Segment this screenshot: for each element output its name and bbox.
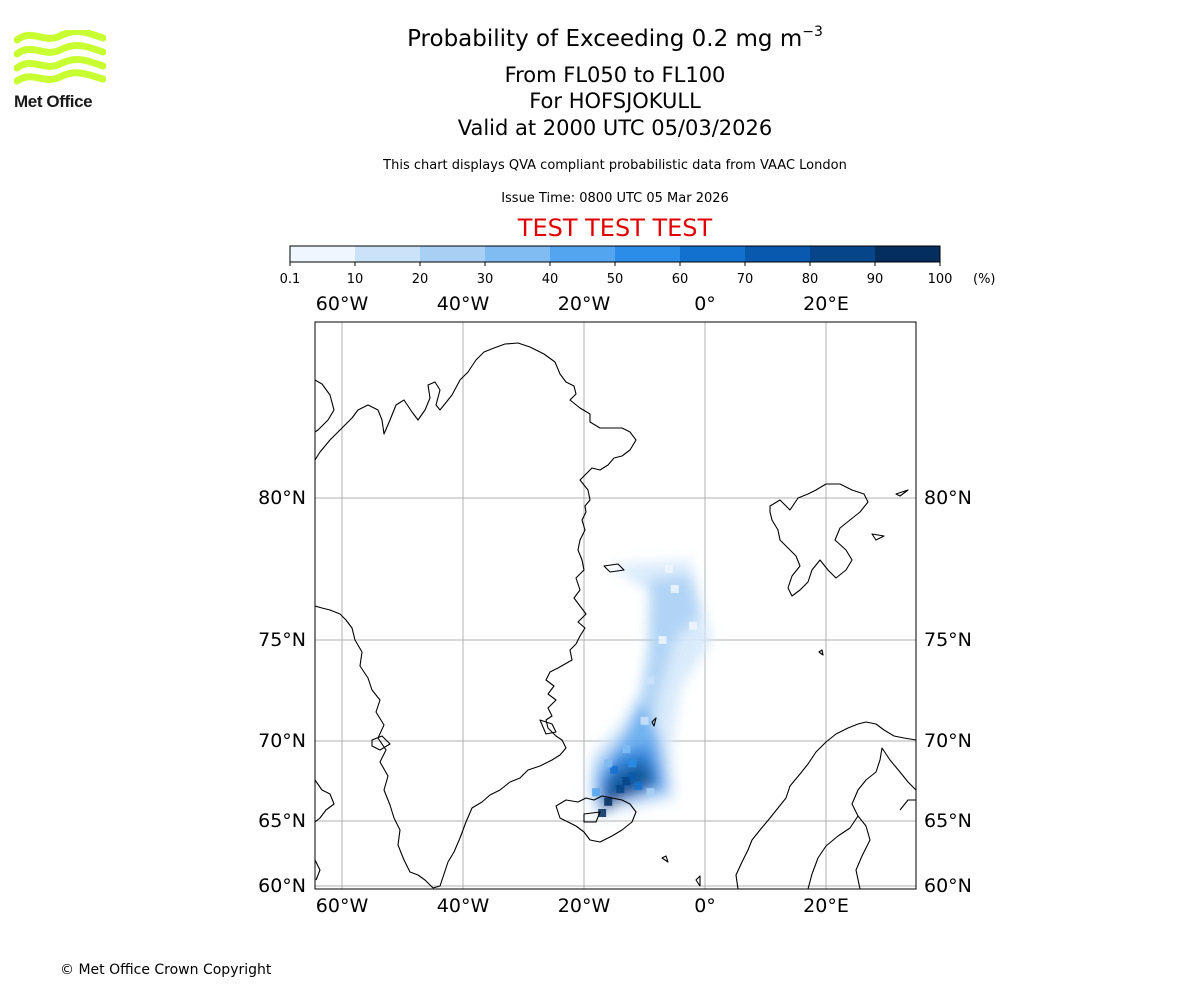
coast-svalbard [769,483,869,597]
lat-label-right: 60°N [924,875,972,897]
coast-islands-greenland [371,563,657,751]
lat-label-left: 70°N [258,730,306,752]
met-office-waves-icon [13,28,107,85]
plume-cell [616,785,625,793]
coast-svalbard-east [871,489,909,541]
level-range: From FL050 to FL100 [504,63,726,87]
lat-label-left: 80°N [258,487,306,509]
lat-label-right: 70°N [924,730,972,752]
copyright-notice: © Met Office Crown Copyright [60,962,272,978]
ash-probability-plume [588,560,712,818]
plume-cell [622,777,631,785]
plume-cell [598,809,607,817]
coast-iceland [555,795,637,843]
plume-cell [646,788,655,797]
coast-baffin [315,779,335,881]
plume-cell [646,676,655,685]
plume-cell [634,781,643,790]
chart-title: Probability of Exceeding 0.2 mg m−3 [315,24,915,52]
lat-label-right: 80°N [924,487,972,509]
plume-cell [628,759,637,768]
coast-faroe [661,855,669,863]
lon-label-bottom: 0° [694,895,716,917]
lon-label-bottom: 20°E [803,895,849,917]
plume-cell [670,584,679,593]
lon-label-bottom: 20°W [558,895,611,917]
volcano-name: For HOFSJOKULL [529,89,701,113]
coast-north-finland [899,799,916,811]
plume-cell [640,716,649,725]
issue-time: Issue Time: 0800 UTC 05 Mar 2026 [501,191,729,206]
plume-cell [592,788,601,797]
gridlines [315,322,916,889]
coast-west-greenland [315,605,434,889]
plume-cell [664,565,673,573]
plume-cell [604,759,613,768]
plume-cell [688,621,697,630]
lat-label-right: 75°N [924,629,972,651]
plume-cell [604,797,613,806]
plume-cell [658,636,667,644]
lon-label-top: 40°W [437,293,490,315]
lon-label-top: 20°W [558,293,611,315]
coast-finland-sweden [807,747,916,889]
test-banner: TEST TEST TEST [517,214,713,242]
chart-title-text: Probability of Exceeding 0.2 mg m [407,26,803,52]
valid-time: Valid at 2000 UTC 05/03/2026 [457,116,773,140]
lat-label-left: 60°N [258,875,306,897]
lat-labels-right: 80°N 75°N 70°N 65°N 60°N [924,487,972,897]
lon-label-top: 0° [694,293,716,315]
lon-labels-bottom: 60°W 40°W 20°W 0° 20°E [316,895,849,917]
map-content [315,322,916,889]
met-office-logo: Met Office [13,28,107,112]
coast-iceland-peninsula [583,811,601,823]
lon-label-top: 60°W [316,293,369,315]
coastlines [315,342,916,889]
coast-east-greenland [432,511,587,889]
info-line: This chart displays QVA compliant probab… [383,158,847,173]
plume-cell [628,772,637,781]
lon-label-bottom: 60°W [316,895,369,917]
lon-label-top: 20°E [803,293,849,315]
coast-scandinavia [735,721,916,889]
plume-cell [610,765,619,774]
map-frame [314,321,917,890]
lat-label-left: 65°N [258,810,306,832]
plume-cells [592,565,697,817]
lon-labels-top: 60°W 40°W 20°W 0° 20°E [316,293,849,315]
met-office-logo-text: Met Office [14,92,93,111]
plume-cell [622,745,631,753]
coast-shetland [695,875,701,887]
lat-labels-left: 80°N 75°N 70°N 65°N 60°N [258,487,306,897]
lat-label-left: 75°N [258,629,306,651]
lat-label-right: 65°N [924,810,972,832]
coast-bear-island [818,649,824,656]
lon-label-bottom: 40°W [437,895,490,917]
title-superscript: −3 [802,24,823,40]
coast-north-greenland [315,342,637,513]
